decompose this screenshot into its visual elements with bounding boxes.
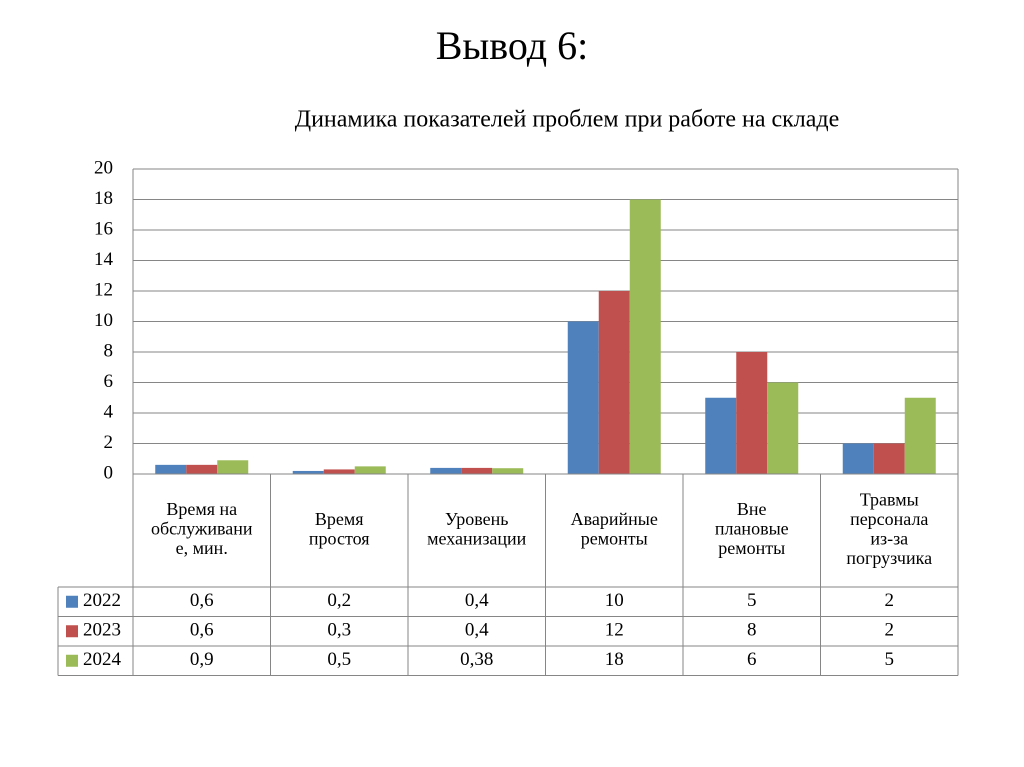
bar (842, 443, 874, 474)
bar (904, 397, 936, 474)
y-tick-label: 14 (94, 249, 114, 270)
category-label: из-за (870, 528, 908, 548)
legend-swatch (66, 625, 78, 638)
y-tick-label: 2 (104, 432, 114, 453)
bar (186, 464, 218, 474)
bar (705, 397, 737, 474)
category-label: Уровень (445, 509, 508, 529)
table-value: 0,6 (190, 620, 214, 641)
legend-label: 2023 (83, 620, 121, 641)
table-value: 0,38 (460, 649, 493, 670)
y-tick-label: 16 (94, 218, 113, 239)
bar (492, 468, 524, 474)
category-label: Вне (737, 499, 767, 519)
category-label: Время (315, 509, 364, 529)
category-label: Время на (166, 499, 237, 519)
table-value: 2 (885, 620, 895, 641)
table-value: 5 (747, 590, 757, 611)
bar (430, 467, 462, 474)
category-label: механизации (427, 528, 527, 548)
y-tick-label: 0 (104, 462, 114, 483)
table-value: 2 (885, 590, 895, 611)
bar (323, 469, 355, 474)
y-tick-label: 4 (104, 401, 114, 422)
y-tick-label: 6 (104, 371, 114, 392)
table-value: 0,6 (190, 590, 214, 611)
table-value: 10 (605, 590, 624, 611)
legend-swatch (66, 654, 78, 667)
category-label: Травмы (860, 489, 919, 509)
bar (598, 291, 630, 474)
table-value: 0,4 (465, 620, 489, 641)
slide-title: Вывод 6: (436, 23, 588, 68)
category-label: Аварийные (571, 509, 658, 529)
y-tick-label: 18 (94, 188, 113, 209)
bar (354, 466, 386, 474)
table-value: 0,5 (327, 649, 351, 670)
legend-swatch (66, 595, 78, 608)
table-value: 12 (605, 620, 624, 641)
table-value: 0,9 (190, 649, 214, 670)
category-label: е, мин. (176, 538, 228, 558)
y-tick-label: 20 (94, 157, 113, 178)
table-value: 6 (747, 649, 757, 670)
table-value: 8 (747, 620, 757, 641)
table-value: 0,2 (327, 590, 351, 611)
category-label: персонала (850, 509, 928, 529)
bar (736, 352, 768, 474)
bar (873, 443, 905, 474)
table-value: 5 (885, 649, 895, 670)
y-tick-label: 10 (94, 310, 113, 331)
chart-title: Динамика показателей проблем при работе … (295, 107, 840, 133)
table-value: 0,3 (327, 620, 351, 641)
bar (461, 467, 493, 474)
table-value: 18 (605, 649, 624, 670)
category-label: обслуживани (151, 519, 253, 539)
category-label: плановые (715, 519, 789, 539)
bar (292, 470, 324, 474)
y-tick-label: 12 (94, 279, 113, 300)
category-label: ремонты (718, 538, 785, 558)
bar (155, 464, 187, 474)
category-label: ремонты (581, 528, 648, 548)
bar (629, 199, 661, 474)
bar (567, 321, 599, 474)
bar (767, 382, 799, 474)
y-tick-label: 8 (104, 340, 114, 361)
table-value: 0,4 (465, 590, 489, 611)
legend-label: 2024 (83, 649, 122, 670)
category-label: погрузчика (846, 548, 932, 568)
bar (217, 460, 249, 474)
legend-label: 2022 (83, 590, 121, 611)
category-label: простоя (309, 528, 370, 548)
